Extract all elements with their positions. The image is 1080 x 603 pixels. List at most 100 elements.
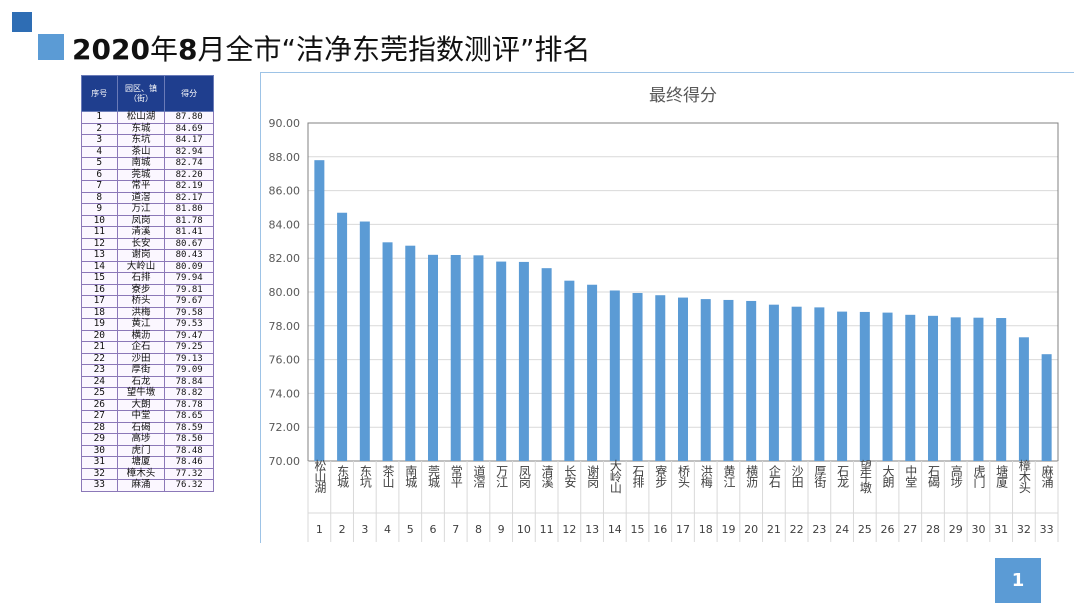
rank-label: 33 — [1040, 523, 1054, 536]
bar — [518, 261, 529, 461]
page-number-badge: 1 — [995, 558, 1041, 603]
rank-label: 28 — [926, 523, 940, 536]
rank-label: 3 — [361, 523, 368, 536]
category-label: 道滘 — [472, 465, 486, 488]
rank-cell: 27 — [81, 410, 118, 423]
rank-cell: 17 — [81, 295, 118, 308]
rank-label: 26 — [881, 523, 895, 536]
decor-square-light — [38, 34, 64, 60]
rank-cell: 26 — [81, 398, 118, 411]
score-cell: 78.46 — [164, 456, 214, 469]
category-label: 大朗 — [881, 465, 895, 488]
district-cell: 石碣 — [116, 421, 166, 434]
rank-cell: 13 — [81, 249, 118, 262]
ranking-table: 序号 园区、镇（街） 得分 1 松山湖 87.80 2 东城 84.69 3 东坑 84.17 4… — [81, 75, 214, 492]
table-row: 16 寮步 79.81 — [81, 283, 214, 296]
bar — [564, 280, 575, 461]
category-label: 樟木头 — [1017, 458, 1031, 493]
table-row: 22 沙田 79.13 — [81, 352, 214, 365]
bar — [496, 261, 507, 461]
rank-label: 5 — [407, 523, 414, 536]
y-tick-label: 76.00 — [269, 354, 301, 367]
score-cell: 81.41 — [164, 226, 214, 239]
category-label: 南城 — [404, 464, 418, 489]
rank-cell: 14 — [81, 260, 118, 273]
rank-label: 23 — [812, 523, 826, 536]
rank-label: 31 — [994, 523, 1008, 536]
chart-panel — [260, 72, 1074, 543]
bar — [973, 317, 984, 461]
rank-label: 21 — [767, 523, 781, 536]
rank-label: 29 — [949, 523, 963, 536]
bar — [359, 221, 370, 461]
rank-cell: 23 — [81, 364, 118, 377]
category-label: 麻涌 — [1040, 464, 1054, 488]
table-row: 29 高埗 78.50 — [81, 433, 214, 446]
score-bar-chart: 最终得分 70.00 72.00 74.00 76.00 78.00 80.00 82.00 8… — [269, 86, 1059, 542]
district-cell: 寮步 — [116, 283, 166, 296]
bar — [314, 160, 325, 461]
table-row: 27 中堂 78.65 — [81, 410, 214, 423]
bar — [859, 311, 870, 461]
rank-label: 6 — [430, 523, 437, 536]
table-row: 15 石排 79.94 — [81, 272, 214, 285]
district-cell: 洪梅 — [116, 306, 166, 319]
district-cell: 横沥 — [116, 329, 166, 342]
category-label: 东坑 — [358, 465, 372, 489]
y-tick-label: 88.00 — [269, 151, 301, 164]
rank-label: 8 — [475, 523, 482, 536]
table-row: 13 谢岗 80.43 — [81, 249, 214, 262]
category-label: 寮步 — [654, 464, 668, 488]
rank-cell: 1 — [81, 111, 118, 124]
score-cell: 76.32 — [164, 479, 214, 492]
table-row: 28 石碣 78.59 — [81, 421, 214, 434]
y-tick-label: 80.00 — [269, 286, 301, 299]
rank-label: 19 — [721, 523, 735, 536]
score-cell: 81.80 — [164, 203, 214, 216]
category-label: 中堂 — [904, 464, 918, 488]
bar — [405, 245, 416, 461]
bar — [950, 317, 961, 461]
score-cell: 78.50 — [164, 433, 214, 446]
rank-cell: 25 — [81, 387, 118, 400]
rank-label: 14 — [608, 523, 622, 536]
y-tick-label: 72.00 — [269, 421, 301, 434]
bar — [382, 242, 393, 461]
table-row: 9 万江 81.80 — [81, 203, 214, 216]
score-cell: 82.20 — [164, 168, 214, 181]
y-tick-label: 70.00 — [269, 455, 301, 468]
rank-label: 11 — [540, 523, 554, 536]
table-row: 11 清溪 81.41 — [81, 226, 214, 239]
y-tick-label: 86.00 — [269, 185, 301, 198]
table-row: 31 塘厦 78.46 — [81, 456, 214, 469]
rank-label: 1 — [316, 523, 323, 536]
y-tick-label: 84.00 — [269, 218, 301, 231]
score-cell: 79.47 — [164, 329, 214, 342]
score-cell: 81.78 — [164, 214, 214, 227]
bar — [882, 312, 893, 461]
rank-cell: 15 — [81, 272, 118, 285]
rank-cell: 10 — [81, 214, 118, 227]
district-cell: 东城 — [116, 122, 166, 135]
table-row: 23 厚街 79.09 — [81, 364, 214, 377]
district-cell: 樟木头 — [116, 467, 166, 480]
category-label: 望牛墩 — [858, 459, 872, 494]
bar — [587, 284, 598, 461]
table-row: 17 桥头 79.67 — [81, 295, 214, 308]
rank-cell: 22 — [81, 352, 118, 365]
rank-label: 25 — [858, 523, 872, 536]
table-row: 32 樟木头 77.32 — [81, 467, 214, 480]
table-row: 6 莞城 82.20 — [81, 168, 214, 181]
district-cell: 清溪 — [116, 226, 166, 239]
category-label: 虎门 — [972, 465, 986, 488]
bar — [905, 314, 916, 461]
rank-cell: 16 — [81, 283, 118, 296]
bar — [837, 311, 848, 461]
district-cell: 沙田 — [116, 352, 166, 365]
district-cell: 桥头 — [116, 295, 166, 308]
score-cell: 79.53 — [164, 318, 214, 331]
bar — [700, 299, 711, 461]
rank-cell: 21 — [81, 341, 118, 354]
score-cell: 78.84 — [164, 375, 214, 388]
category-label: 洪梅 — [699, 465, 713, 488]
